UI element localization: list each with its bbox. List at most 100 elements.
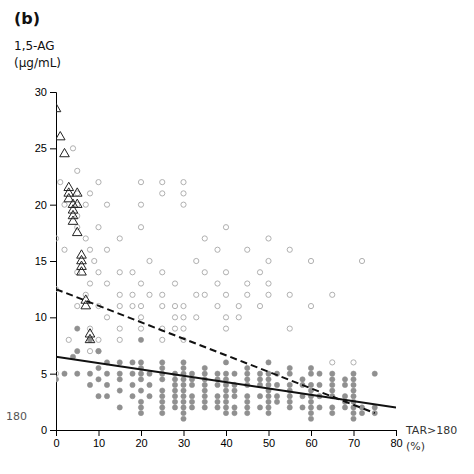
filled-circle-point (202, 405, 207, 410)
filled-circle-point (308, 411, 313, 416)
y-axis: 051015202530 (35, 86, 57, 436)
filled-circle-point (274, 394, 279, 399)
x-axis-tick-label: 60 (305, 437, 317, 449)
open-circle-point (266, 258, 271, 263)
filled-circle-point (274, 382, 279, 387)
filled-circle-point (138, 388, 143, 393)
filled-circle-point (342, 382, 347, 387)
y-axis-tick-label: 5 (41, 368, 47, 380)
open-circle-point (87, 281, 92, 286)
x-axis-tick: 70 (348, 430, 360, 449)
filled-circle-point (232, 411, 237, 416)
filled-circle-point (308, 382, 313, 387)
filled-circle-point (138, 405, 143, 410)
scatter-series (56, 103, 95, 342)
open-circle-point (287, 292, 292, 297)
open-circle-point (66, 337, 71, 342)
filled-circle-point (160, 399, 165, 404)
x-axis-tick-mark (311, 430, 312, 436)
open-circle-point (287, 247, 292, 252)
y-axis-tick: 25 (35, 142, 56, 154)
filled-circle-point (117, 360, 122, 365)
open-circle-point (160, 270, 165, 275)
filled-circle-point (287, 399, 292, 404)
triangle-point (72, 199, 82, 207)
y-axis-tick: 10 (35, 311, 56, 323)
x-axis-tick: 30 (178, 430, 190, 449)
y-axis-tick: 15 (35, 255, 56, 267)
filled-circle-point (223, 411, 228, 416)
filled-circle-point (232, 371, 237, 376)
open-circle-point (96, 225, 101, 230)
x-axis-tick-label: 40 (220, 437, 232, 449)
filled-circle-point (172, 382, 177, 387)
open-circle-point (245, 292, 250, 297)
open-circle-point (181, 326, 186, 331)
open-circle-point (75, 303, 80, 308)
solid-line (56, 357, 396, 408)
open-circle-point (223, 292, 228, 297)
open-circle-point (223, 326, 228, 331)
filled-circle-point (287, 394, 292, 399)
filled-circle-point (232, 388, 237, 393)
triangle-point (60, 148, 70, 156)
open-circle-point (96, 349, 101, 354)
open-circle-point (160, 337, 165, 342)
open-circle-point (181, 191, 186, 196)
filled-circle-point (330, 388, 335, 393)
filled-circle-point (308, 365, 313, 370)
filled-circle-point (130, 371, 135, 376)
x-axis-tick-label: 80 (390, 437, 402, 449)
open-circle-point (202, 236, 207, 241)
filled-circle-point (287, 382, 292, 387)
filled-circle-point (308, 405, 313, 410)
filled-circle-point (62, 371, 67, 376)
filled-circle-point (96, 365, 101, 370)
x-axis-tick: 40 (220, 430, 232, 449)
open-circle-point (172, 281, 177, 286)
open-circle-point (104, 281, 109, 286)
x-axis: 01020304050607080 (53, 430, 402, 449)
filled-circle-point (245, 371, 250, 376)
filled-circle-point (308, 416, 313, 421)
open-circle-point (58, 180, 63, 185)
filled-circle-point (257, 371, 262, 376)
y-axis-tick-label: 15 (35, 255, 47, 267)
filled-circle-point (202, 399, 207, 404)
triangle-point (68, 210, 78, 218)
x-axis-tick-label: 0 (53, 437, 59, 449)
open-circle-point (117, 337, 122, 342)
annotation: 180 (6, 410, 27, 423)
filled-circle-point (138, 337, 143, 342)
filled-circle-point (181, 416, 186, 421)
open-circle-point (138, 303, 143, 308)
open-circle-point (138, 315, 143, 320)
open-circle-point (308, 303, 313, 308)
filled-circle-point (300, 405, 305, 410)
open-circle-point (202, 292, 207, 297)
y-axis-tick-label: 10 (35, 311, 47, 323)
open-circle-point (83, 202, 88, 207)
x-axis-tick: 0 (53, 430, 59, 449)
open-circle-point (83, 236, 88, 241)
filled-circle-point (342, 377, 347, 382)
open-circle-point (257, 303, 262, 308)
y-axis-tick-label: 25 (35, 142, 47, 154)
filled-circle-point (202, 382, 207, 387)
filled-circle-point (87, 382, 92, 387)
x-axis-tick: 50 (263, 430, 275, 449)
open-circle-point (194, 258, 199, 263)
filled-circle-point (189, 371, 194, 376)
filled-circle-point (181, 394, 186, 399)
filled-circle-point (215, 399, 220, 404)
dashed-line (56, 289, 375, 413)
filled-circle-point (181, 405, 186, 410)
open-circle-point (236, 315, 241, 320)
filled-circle-point (308, 399, 313, 404)
open-circle-point (194, 315, 199, 320)
open-circle-point (75, 168, 80, 173)
filled-circle-point (372, 405, 377, 410)
filled-circle-point (160, 388, 165, 393)
filled-circle-point (202, 388, 207, 393)
filled-circle-point (138, 371, 143, 376)
